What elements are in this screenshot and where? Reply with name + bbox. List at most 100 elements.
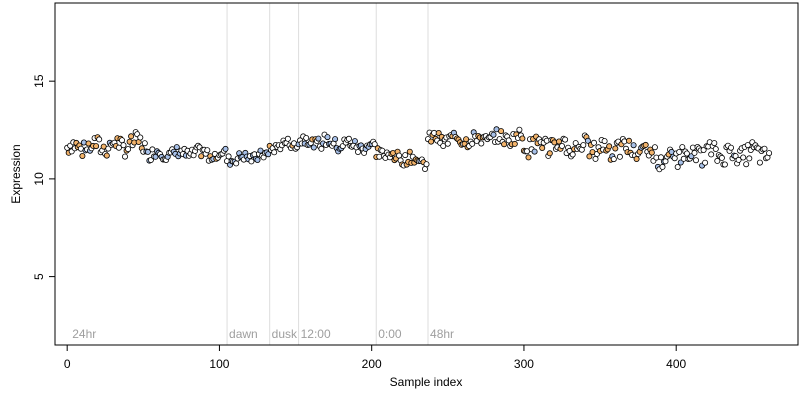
data-point: [766, 150, 773, 157]
time-marker-label: 0:00: [378, 327, 402, 341]
data-point: [428, 138, 435, 145]
time-marker-label: dawn: [229, 327, 258, 341]
data-point: [630, 142, 637, 149]
data-point: [683, 150, 690, 157]
data-point: [586, 153, 593, 160]
data-point: [658, 154, 665, 161]
data-point: [691, 149, 698, 156]
data-point: [406, 148, 413, 155]
data-point: [721, 161, 728, 168]
data-point: [122, 153, 129, 160]
data-point: [137, 134, 144, 141]
data-point: [525, 154, 532, 161]
data-point: [633, 155, 640, 162]
data-point: [354, 148, 361, 155]
data-point: [601, 138, 608, 145]
data-point: [572, 140, 579, 147]
data-point: [324, 134, 331, 141]
data-point: [254, 156, 261, 163]
data-point: [371, 141, 378, 148]
data-point: [546, 150, 553, 157]
data-point: [490, 131, 497, 138]
y-tick-label: 10: [32, 172, 46, 186]
plot-frame: [54, 2, 799, 346]
x-tick-label: 0: [64, 357, 71, 371]
data-point: [332, 136, 339, 143]
data-point: [626, 137, 633, 144]
data-point: [120, 142, 127, 149]
data-point: [735, 156, 742, 163]
data-point: [141, 140, 148, 147]
data-point: [233, 160, 240, 167]
data-point: [501, 141, 508, 148]
data-point: [740, 154, 747, 161]
data-point: [402, 152, 409, 159]
data-point: [584, 137, 591, 144]
data-point: [152, 153, 159, 160]
data-point: [756, 159, 763, 166]
x-tick-label: 300: [514, 357, 534, 371]
data-point: [222, 145, 229, 152]
time-marker-label: 12:00: [301, 327, 331, 341]
data-point: [674, 163, 681, 170]
data-point: [702, 159, 709, 166]
data-point: [435, 129, 442, 136]
data-point: [592, 155, 599, 162]
data-point: [642, 141, 649, 148]
data-point: [351, 138, 358, 145]
data-points: [64, 126, 773, 173]
data-point: [711, 140, 718, 147]
x-tick-label: 100: [209, 357, 229, 371]
data-point: [693, 157, 700, 164]
data-point: [556, 138, 563, 145]
x-axis-title: Sample index: [390, 375, 463, 389]
data-point: [761, 145, 768, 152]
data-point: [303, 134, 310, 141]
data-point: [345, 135, 352, 142]
y-tick-label: 5: [32, 273, 46, 280]
data-point: [539, 144, 546, 151]
y-axis-title: Expression: [9, 144, 23, 203]
x-tick-label: 200: [362, 357, 382, 371]
data-point: [478, 140, 485, 147]
y-tick-label: 15: [32, 74, 46, 88]
time-marker-label: dusk: [272, 327, 298, 341]
data-point: [559, 142, 566, 149]
data-point: [469, 140, 476, 147]
data-point: [498, 128, 505, 135]
data-point: [606, 143, 613, 150]
data-point: [315, 135, 322, 142]
data-point: [610, 156, 617, 163]
data-point: [128, 133, 135, 140]
data-point: [712, 145, 719, 152]
data-point: [531, 148, 538, 155]
data-point: [115, 144, 122, 151]
data-point: [204, 147, 211, 154]
data-point: [444, 140, 451, 147]
data-point: [746, 155, 753, 162]
data-point: [79, 152, 86, 159]
data-point: [103, 152, 110, 159]
data-point: [423, 161, 430, 168]
data-point: [440, 142, 447, 149]
data-point: [265, 151, 272, 158]
data-point: [569, 151, 576, 158]
data-point: [463, 136, 470, 143]
data-point: [318, 145, 325, 152]
data-point: [93, 143, 100, 150]
data-point: [659, 163, 666, 170]
time-marker-lines: [226, 3, 429, 345]
data-point: [225, 153, 232, 160]
y-axis: 5 10 15: [32, 74, 56, 280]
data-point: [679, 144, 686, 151]
data-point: [519, 135, 526, 142]
time-marker-label: 48hr: [430, 327, 454, 341]
data-point: [85, 140, 92, 147]
data-point: [271, 149, 278, 156]
data-point: [248, 158, 255, 165]
data-point: [257, 147, 264, 154]
data-point: [612, 145, 619, 152]
data-point: [616, 153, 623, 160]
data-point: [119, 137, 126, 144]
